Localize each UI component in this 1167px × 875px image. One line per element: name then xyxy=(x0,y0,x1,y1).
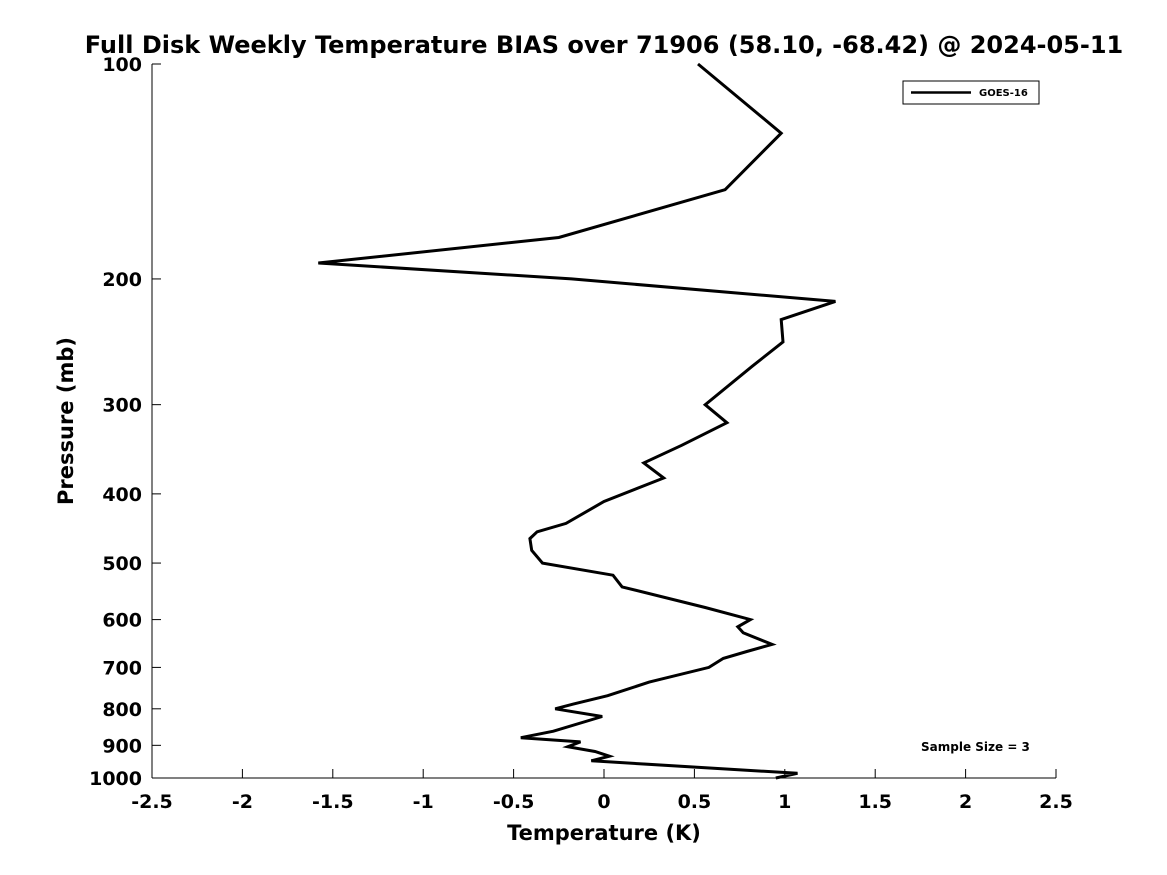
y-tick-label: 500 xyxy=(102,553,142,575)
x-tick-label: 2.5 xyxy=(1039,791,1073,813)
x-tick-label: 2 xyxy=(959,791,972,813)
y-axis-label: Pressure (mb) xyxy=(54,337,78,505)
chart-title: Full Disk Weekly Temperature BIAS over 7… xyxy=(85,31,1124,59)
legend-label-goes-16: GOES-16 xyxy=(979,88,1028,99)
y-tick-label: 600 xyxy=(102,610,142,632)
y-tick-label: 200 xyxy=(102,269,142,291)
series-layer xyxy=(318,62,836,780)
x-axis-label: Temperature (K) xyxy=(507,821,701,845)
x-tick-label: -2 xyxy=(232,791,253,813)
legend: GOES-16 xyxy=(902,80,1040,105)
y-tick-label: 900 xyxy=(102,735,142,757)
x-tick-label: -0.5 xyxy=(493,791,535,813)
x-tick-label: 0 xyxy=(597,791,610,813)
sample-size-annotation: Sample Size = 3 xyxy=(921,740,1030,754)
y-tick-label: 400 xyxy=(102,484,142,506)
y-tick-label: 700 xyxy=(102,657,142,679)
series-line-goes-16 xyxy=(318,62,836,780)
x-tick-label: 1 xyxy=(778,791,791,813)
x-ticks: -2.5 -2 -1.5 -1 -0.5 0 0.5 1 1.5 2 2.5 xyxy=(131,769,1073,813)
y-tick-label: 1000 xyxy=(89,768,142,790)
y-tick-label: 100 xyxy=(102,54,142,76)
y-tick-label: 300 xyxy=(102,395,142,417)
x-tick-label: 0.5 xyxy=(678,791,712,813)
x-tick-label: -1 xyxy=(413,791,434,813)
x-tick-label: 1.5 xyxy=(858,791,892,813)
x-tick-label: -1.5 xyxy=(312,791,354,813)
y-tick-label: 800 xyxy=(102,699,142,721)
x-tick-label: -2.5 xyxy=(131,791,173,813)
y-ticks: 100 200 300 400 500 600 700 800 900 1000 xyxy=(89,54,161,790)
